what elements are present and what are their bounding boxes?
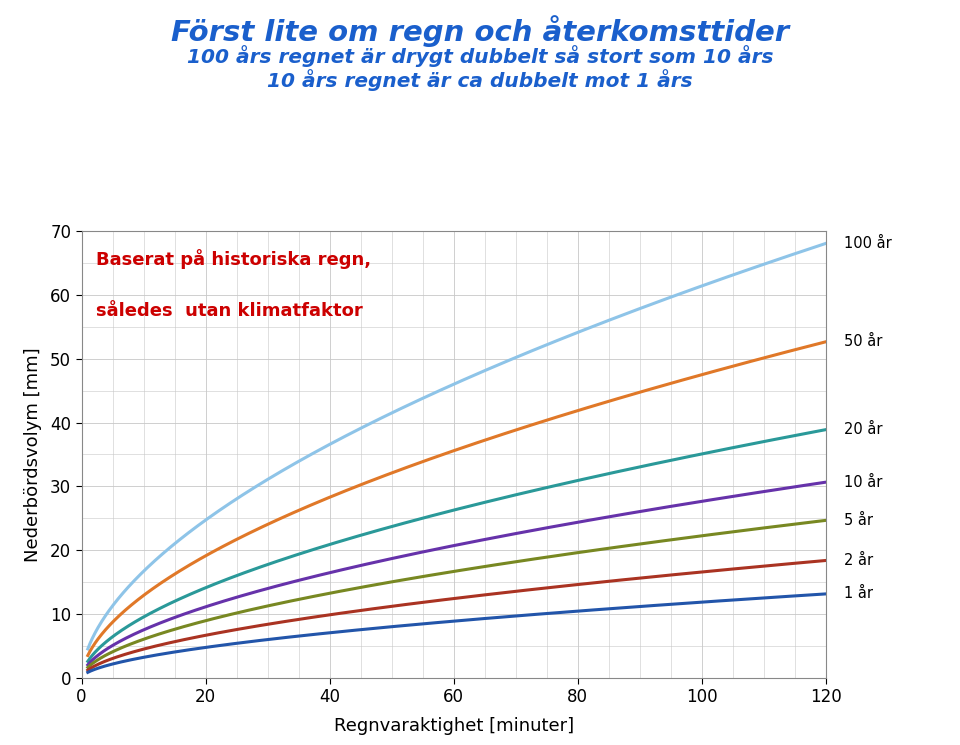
Text: 5 år: 5 år <box>844 513 874 528</box>
Text: 1 år: 1 år <box>844 586 874 601</box>
Y-axis label: Nederbördsvolym [mm]: Nederbördsvolym [mm] <box>24 347 41 562</box>
Text: 10 års regnet är ca dubbelt mot 1 års: 10 års regnet är ca dubbelt mot 1 års <box>267 69 693 91</box>
Text: 100 år: 100 år <box>844 236 892 251</box>
Text: 10 år: 10 år <box>844 475 882 489</box>
Text: 50 år: 50 år <box>844 335 882 349</box>
Text: 20 år: 20 år <box>844 422 882 437</box>
Text: 2 år: 2 år <box>844 553 874 568</box>
Text: Först lite om regn och återkomsttider: Först lite om regn och återkomsttider <box>171 15 789 47</box>
Text: Baserat på historiska regn,: Baserat på historiska regn, <box>96 249 372 269</box>
Text: således  utan klimatfaktor: således utan klimatfaktor <box>96 302 363 320</box>
Text: 100 års regnet är drygt dubbelt så stort som 10 års: 100 års regnet är drygt dubbelt så stort… <box>187 45 773 67</box>
X-axis label: Regnvaraktighet [minuter]: Regnvaraktighet [minuter] <box>333 717 574 735</box>
